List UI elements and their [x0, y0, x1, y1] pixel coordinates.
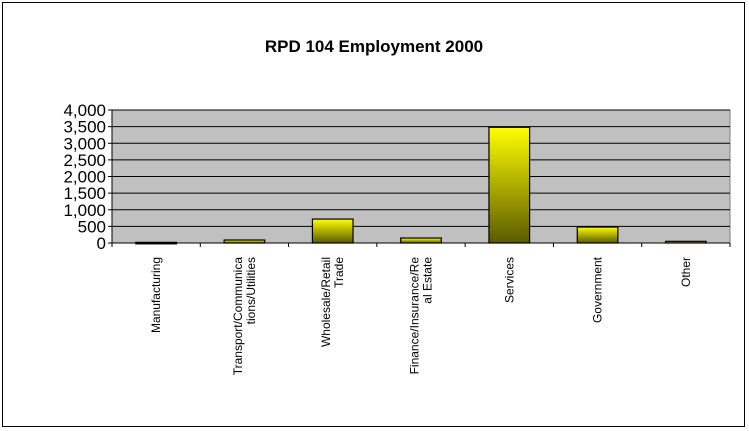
category-label-line: Finance/Insurance/Re: [408, 257, 422, 375]
category-label: Transport/Communica tions/Utilities: [231, 257, 258, 376]
category-label: Manufacturing: [149, 257, 163, 333]
category-label-line: Transport/Communica: [231, 257, 245, 376]
category-label: Finance/Insurance/Re al Estate: [408, 257, 435, 375]
category-label-line: Services: [502, 257, 516, 303]
grid-lines: [108, 109, 730, 244]
y-tick-label: 0: [97, 234, 106, 253]
y-tick-label: 3,000: [63, 134, 106, 153]
category-label-line: al Estate: [421, 257, 435, 304]
y-tick-label: 3,500: [63, 118, 106, 137]
bar: [576, 226, 619, 244]
chart-title: RPD 104 Employment 2000: [265, 37, 483, 56]
y-tick-label: 1,500: [63, 184, 106, 203]
category-label-line: Trade: [332, 257, 346, 288]
category-label-line: Other: [679, 257, 693, 287]
category-label: Other: [679, 257, 693, 287]
bar: [400, 237, 442, 244]
y-tick-label: 4,000: [63, 101, 106, 120]
bar: [488, 126, 531, 244]
axes: [111, 110, 731, 247]
category-label-line: Manufacturing: [149, 257, 163, 333]
y-tick-label: 2,000: [63, 168, 106, 187]
y-tick-label: 1,000: [63, 201, 106, 220]
bar: [311, 218, 354, 244]
category-label: Wholesale/Retail Trade: [319, 257, 346, 347]
y-tick-label: 500: [78, 217, 106, 236]
category-label-line: tions/Utilities: [244, 257, 258, 324]
y-tick-label: 2,500: [63, 151, 106, 170]
category-label-line: Government: [591, 256, 605, 323]
category-label: Government: [591, 256, 605, 323]
category-label-line: Wholesale/Retail: [319, 257, 333, 347]
category-label: Services: [502, 257, 516, 303]
x-axis-category-labels: Manufacturing Transport/Communica tions/Ut…: [149, 256, 693, 375]
